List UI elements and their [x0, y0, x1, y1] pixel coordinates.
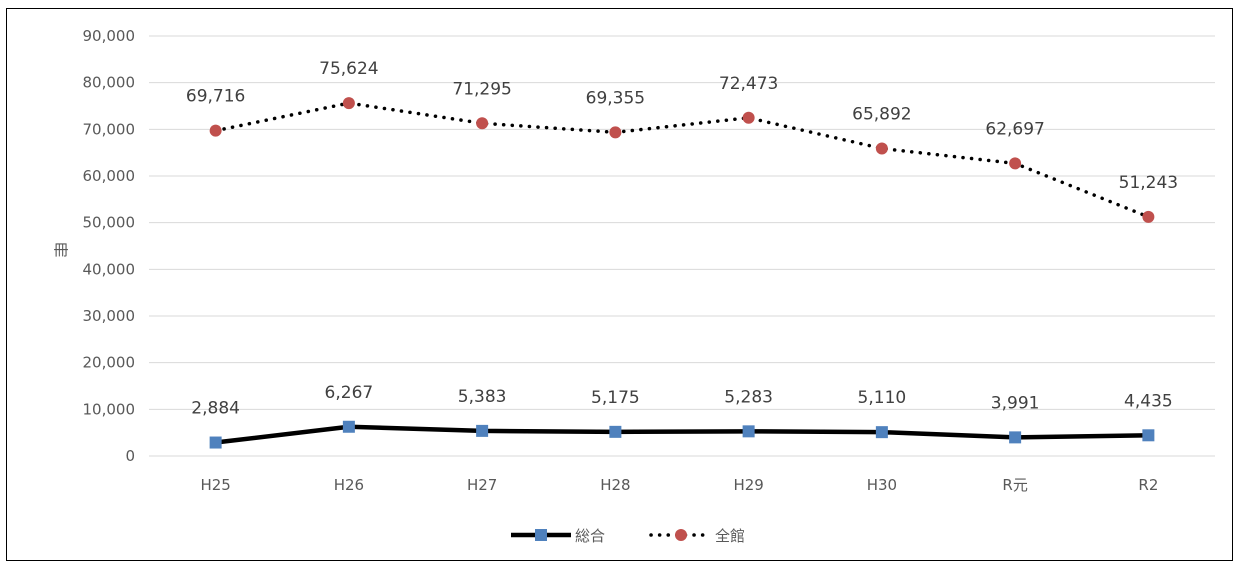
x-tick-label: H28 — [600, 476, 630, 494]
y-tick-label: 60,000 — [83, 167, 136, 185]
y-tick-label: 90,000 — [83, 27, 136, 45]
legend: 総合 全館 — [511, 527, 745, 545]
y-tick-label: 50,000 — [83, 214, 136, 232]
legend-item: 総合 — [511, 527, 605, 545]
legend-item: 全館 — [649, 527, 745, 545]
data-point — [609, 126, 622, 139]
x-tick-label: H29 — [733, 476, 763, 494]
y-tick-label: 0 — [125, 447, 135, 465]
data-point — [875, 426, 888, 439]
x-tick-label: H27 — [467, 476, 497, 494]
series-line-2 — [213, 101, 1151, 219]
y-tick-label: 40,000 — [83, 260, 136, 278]
y-tick-label: 30,000 — [83, 307, 136, 325]
data-label: 5,283 — [724, 387, 773, 407]
data-point — [875, 142, 888, 155]
x-tick-label: H26 — [334, 476, 364, 494]
data-point — [342, 97, 355, 110]
data-point — [209, 436, 222, 449]
y-tick-label: 80,000 — [83, 74, 136, 92]
y-axis-title: 冊 — [53, 241, 68, 259]
gridlines — [149, 35, 1215, 457]
chart-frame: 冊 0 10,000 20,000 30,000 40,000 50,000 60,000 7… — [6, 8, 1233, 561]
data-label: 5,175 — [591, 388, 640, 408]
data-point — [476, 117, 489, 130]
legend-label: 総合 — [575, 527, 605, 545]
x-tick-label: R2 — [1138, 476, 1158, 494]
data-point — [742, 111, 755, 124]
x-axis-ticks: H25 H26 H27 H28 H29 H30 R元 R2 — [200, 476, 1158, 494]
y-axis-ticks: 0 10,000 20,000 30,000 40,000 50,000 60,000 70,… — [83, 27, 136, 465]
data-point — [1142, 210, 1155, 223]
data-label: 5,110 — [858, 388, 907, 408]
y-tick-label: 10,000 — [83, 400, 136, 418]
data-label: 51,243 — [1119, 173, 1178, 193]
data-label: 6,267 — [325, 383, 374, 403]
y-tick-label: 20,000 — [83, 354, 136, 372]
y-tick-label: 70,000 — [83, 120, 136, 138]
data-label: 72,473 — [719, 74, 778, 94]
data-point — [1009, 431, 1022, 444]
line-chart: 冊 0 10,000 20,000 30,000 40,000 50,000 60,000 7… — [53, 27, 1215, 545]
data-label: 2,884 — [191, 399, 240, 419]
data-label: 5,383 — [458, 387, 507, 407]
series-line-1 — [215, 424, 1149, 445]
data-label: 3,991 — [991, 393, 1040, 413]
data-label: 69,355 — [586, 88, 645, 108]
data-label: 69,716 — [186, 87, 245, 107]
legend-marker — [535, 529, 547, 541]
data-point — [476, 424, 489, 437]
data-label: 65,892 — [852, 105, 911, 125]
x-tick-label: H30 — [867, 476, 897, 494]
data-label: 75,624 — [319, 59, 378, 79]
series-layer: 2,884 6,267 5,383 5,175 5,283 5,110 3,991 4,435… — [186, 59, 1178, 449]
data-label: 71,295 — [452, 79, 511, 99]
data-point — [1009, 157, 1022, 170]
data-point — [342, 420, 355, 433]
data-label: 4,435 — [1124, 391, 1173, 411]
legend-label: 全館 — [715, 527, 745, 545]
data-point — [742, 425, 755, 438]
x-tick-label: R元 — [1002, 476, 1027, 494]
data-point — [1142, 429, 1155, 442]
legend-marker — [675, 529, 687, 541]
data-point — [609, 425, 622, 438]
data-label: 62,697 — [985, 119, 1044, 139]
data-point — [209, 124, 222, 137]
x-tick-label: H25 — [200, 476, 230, 494]
